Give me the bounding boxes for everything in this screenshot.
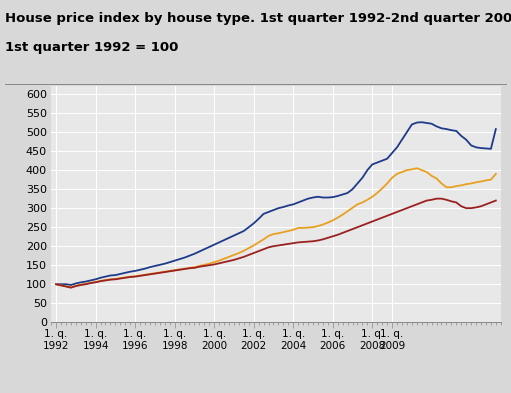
- Text: House price index by house type. 1st quarter 1992-2nd quarter 2009.: House price index by house type. 1st qua…: [5, 12, 511, 25]
- Text: 1st quarter 1992 = 100: 1st quarter 1992 = 100: [5, 41, 178, 54]
